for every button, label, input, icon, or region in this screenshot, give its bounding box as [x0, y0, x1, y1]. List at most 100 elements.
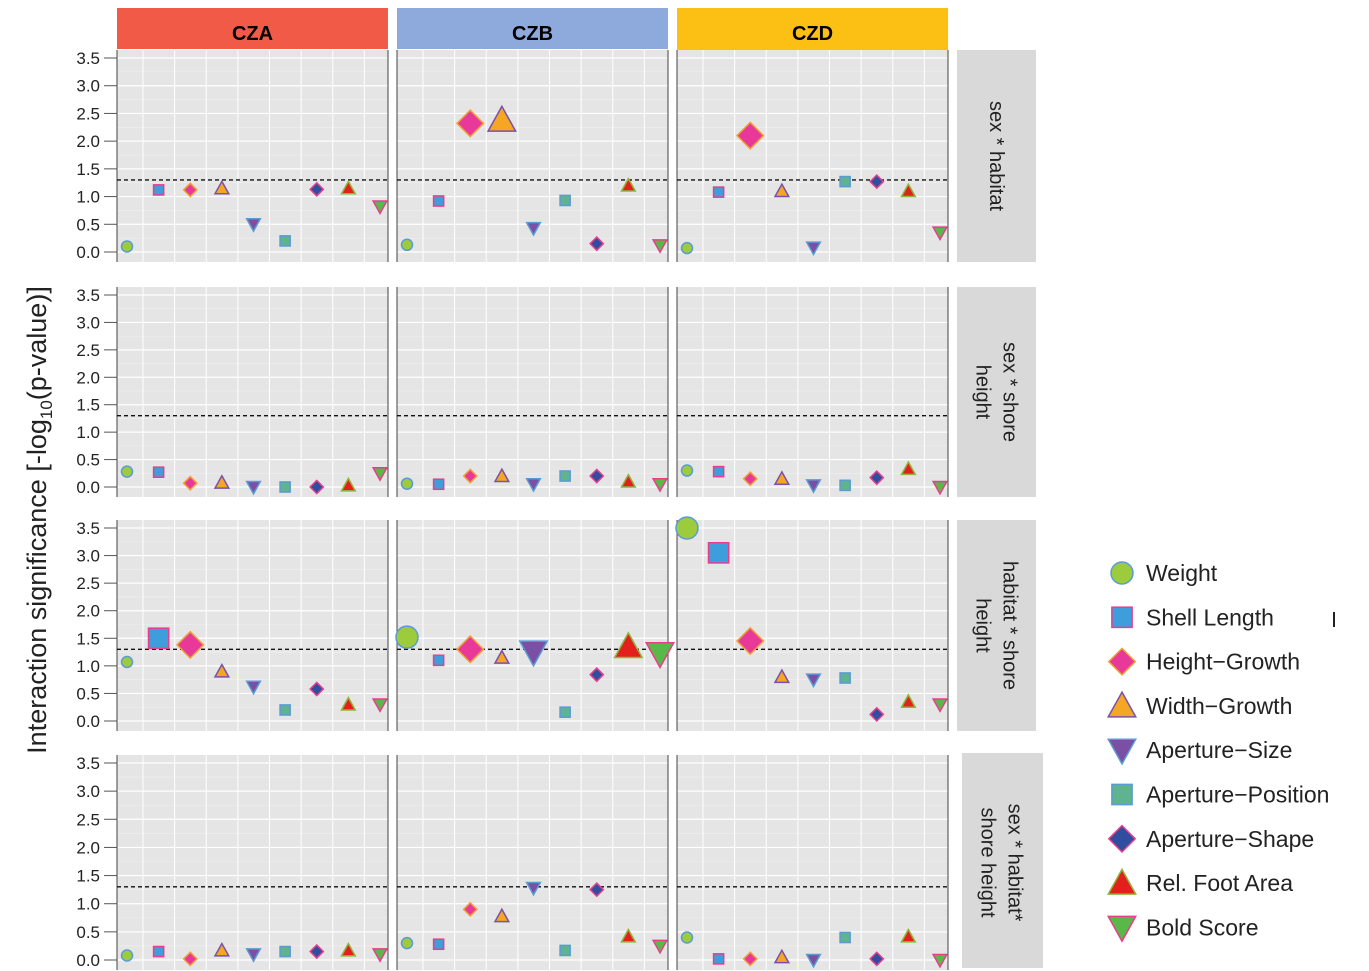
legend-label: Width−Growth [1146, 693, 1292, 719]
y-tick-label: 0.0 [76, 478, 100, 497]
legend-key-width-growth [1106, 690, 1138, 718]
legend-key-shell-length [1111, 606, 1133, 629]
data-point-height-growth [735, 626, 765, 656]
y-tick-label: 1.5 [76, 396, 100, 415]
data-point-aperture-size [805, 953, 822, 969]
panel-r4-c1 [116, 755, 397, 970]
data-point-rel-foot-area [340, 179, 357, 195]
y-axis-label-subscript: 10 [37, 400, 56, 419]
legend-label: Weight [1146, 560, 1218, 586]
data-point-height-growth [175, 630, 205, 660]
y-tick-label: 1.5 [76, 629, 100, 648]
data-point-rel-foot-area [900, 182, 917, 198]
data-point-aperture-shape [309, 479, 325, 495]
legend-item: Bold Score [1106, 914, 1259, 943]
y-tick-label: 2.5 [76, 341, 100, 360]
data-point-aperture-shape [869, 706, 885, 723]
legend-item: Aperture−Size [1106, 737, 1292, 766]
legend-item: Shell Length [1111, 604, 1274, 630]
data-point-shell-length [712, 465, 725, 478]
data-point-aperture-shape [309, 681, 325, 697]
data-point-aperture-position [279, 481, 291, 493]
column-strip-cza: CZA [117, 8, 388, 49]
y-axis-ticks: 0.0 0.5 1.0 1.5 2.0 2.5 3.0 3.5 [76, 519, 117, 731]
data-point-aperture-size [805, 241, 822, 256]
data-point-shell-length [712, 186, 725, 198]
data-point-height-growth [462, 901, 478, 918]
legend-key-rel-foot-area [1106, 867, 1138, 895]
data-point-aperture-size [525, 221, 542, 237]
data-point-height-growth [182, 475, 198, 491]
y-tick-label: 0.5 [76, 215, 100, 234]
row-strip-label-line: height [972, 598, 994, 653]
data-point-bold-score [644, 641, 676, 670]
data-point-aperture-shape [869, 470, 885, 486]
data-point-weight [675, 516, 699, 540]
data-point-weight [120, 949, 134, 962]
panel-r2-c1 [116, 287, 397, 497]
data-point-bold-score [931, 698, 949, 713]
data-point-weight [680, 241, 694, 255]
data-point-weight [400, 477, 414, 490]
data-point-bold-score [931, 480, 949, 496]
data-point-height-growth [462, 468, 478, 484]
y-axis-label: Interaction significance [-log10(p-value… [22, 286, 56, 754]
y-axis-ticks: 0.0 0.5 1.0 1.5 2.0 2.5 3.0 3.5 [76, 49, 117, 262]
data-point-height-growth [742, 951, 758, 967]
row-strip-label-line: shore height [977, 807, 999, 918]
data-point-bold-score [371, 698, 389, 713]
data-point-aperture-shape [869, 173, 885, 190]
legend-key-aperture-shape [1107, 824, 1137, 854]
row-strip-4: sex * habitat*shore height [962, 753, 1043, 968]
data-point-aperture-size [518, 640, 549, 668]
data-point-width-growth [773, 948, 791, 964]
data-point-weight [395, 625, 419, 649]
y-tick-label: 0.5 [76, 923, 100, 942]
data-point-width-growth [213, 474, 231, 489]
data-point-aperture-position [839, 175, 851, 188]
row-strip-label-line: habitat * shore [999, 561, 1021, 690]
data-point-rel-foot-area [620, 927, 637, 943]
data-point-aperture-position [559, 944, 571, 957]
legend-item: Height−Growth [1107, 647, 1300, 676]
panel-r4-c2 [396, 755, 677, 970]
data-point-bold-score [651, 478, 669, 493]
column-strip-label: CZA [232, 23, 273, 45]
panel-background [117, 755, 388, 970]
row-strip-label-line: sex * habitat* [1004, 804, 1026, 922]
data-point-rel-foot-area [613, 631, 644, 659]
data-point-height-growth [182, 951, 198, 967]
data-point-shell-length [432, 195, 445, 207]
panel-background [397, 520, 668, 731]
legend-item: Weight [1110, 560, 1218, 586]
data-point-shell-length [432, 654, 445, 667]
data-point-aperture-size [245, 680, 262, 696]
data-point-shell-length [432, 938, 445, 951]
data-point-aperture-position [279, 704, 291, 716]
panel-r2-c3 [676, 287, 957, 497]
y-tick-label: 1.0 [76, 657, 100, 676]
data-point-width-growth [773, 668, 791, 684]
y-axis-label-main: Interaction significance [-log [22, 419, 52, 754]
panel-background [117, 287, 388, 497]
panel-r3-c1 [116, 520, 397, 731]
data-point-width-growth [486, 104, 517, 132]
legend-item: Rel. Foot Area [1106, 867, 1293, 896]
legend-key-bold-score [1106, 915, 1138, 943]
data-point-aperture-size [805, 479, 822, 494]
column-strip-bg [397, 8, 668, 49]
y-tick-label: 0.0 [76, 243, 100, 262]
data-point-height-growth [735, 121, 765, 150]
y-tick-label: 2.0 [76, 132, 100, 151]
y-tick-label: 0.0 [76, 951, 100, 970]
legend-item: Width−Growth [1106, 690, 1292, 719]
data-point-aperture-position [559, 706, 571, 718]
legend-label: Rel. Foot Area [1146, 870, 1293, 896]
y-tick-label: 2.5 [76, 104, 100, 123]
data-point-aperture-shape [589, 468, 605, 484]
data-point-bold-score [651, 239, 669, 254]
column-strip-label: CZD [792, 23, 833, 45]
